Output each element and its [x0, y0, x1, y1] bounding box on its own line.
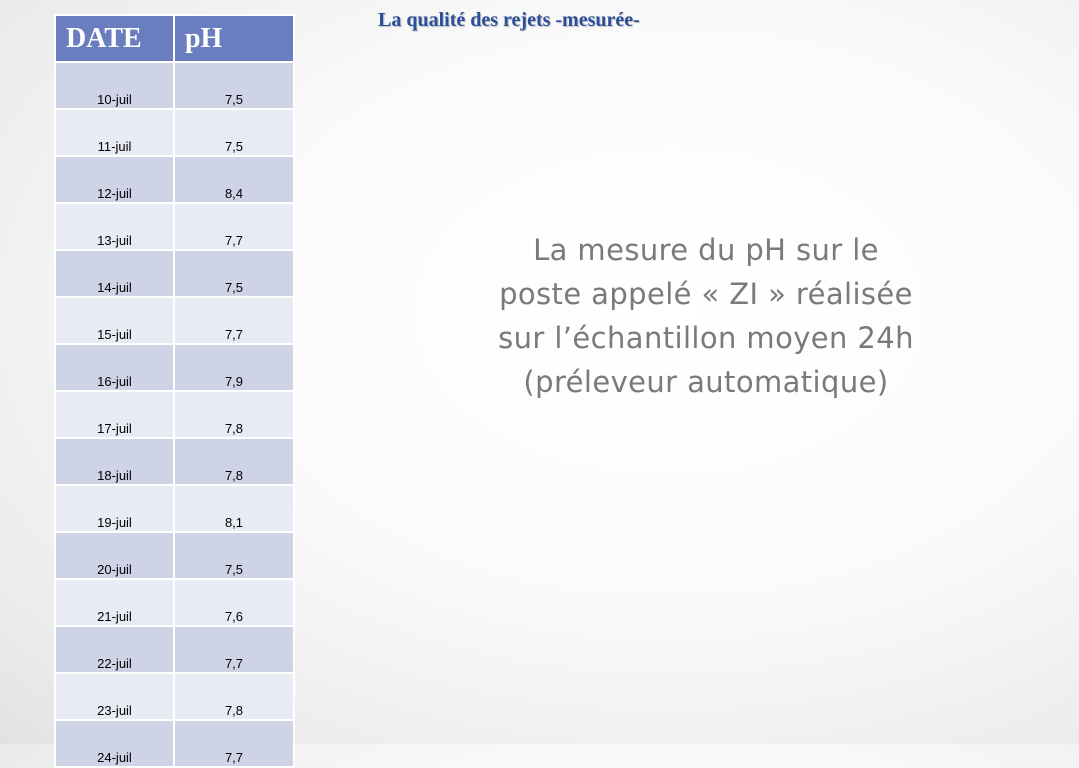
table-header-row: DATE pH [54, 14, 296, 63]
date-cell: 21-juil [54, 578, 175, 627]
ph-table: DATE pH 10-juil 7,5 11-juil 7,5 12-juil 8,4 13… [54, 14, 296, 768]
table-row: 12-juil 8,4 [54, 155, 296, 204]
date-cell: 11-juil [54, 108, 175, 157]
date-cell: 23-juil [54, 672, 175, 721]
ph-cell: 7,8 [172, 437, 296, 486]
date-cell: 18-juil [54, 437, 175, 486]
date-cell: 20-juil [54, 531, 175, 580]
date-cell: 17-juil [54, 390, 175, 439]
table-row: 21-juil 7,6 [54, 578, 296, 627]
date-cell: 13-juil [54, 202, 175, 251]
ph-cell: 7,5 [172, 108, 296, 157]
ph-cell: 7,5 [172, 61, 296, 110]
date-cell: 15-juil [54, 296, 175, 345]
table-row: 16-juil 7,9 [54, 343, 296, 392]
table-body: 10-juil 7,5 11-juil 7,5 12-juil 8,4 13-juil 7,7… [54, 61, 296, 768]
ph-cell: 7,8 [172, 672, 296, 721]
date-cell: 12-juil [54, 155, 175, 204]
table-row: 17-juil 7,8 [54, 390, 296, 439]
ph-cell: 8,4 [172, 155, 296, 204]
table-row: 19-juil 8,1 [54, 484, 296, 533]
ph-cell: 7,5 [172, 249, 296, 298]
ph-cell: 7,8 [172, 390, 296, 439]
table-row: 18-juil 7,8 [54, 437, 296, 486]
slide-title: La qualité des rejets -mesurée- [378, 9, 640, 31]
ph-column-header: pH [172, 14, 296, 63]
table-row: 10-juil 7,5 [54, 61, 296, 110]
ph-cell: 8,1 [172, 484, 296, 533]
ph-cell: 7,9 [172, 343, 296, 392]
table-row: 20-juil 7,5 [54, 531, 296, 580]
date-cell: 14-juil [54, 249, 175, 298]
description-text: La mesure du pH sur le poste appelé « ZI… [498, 233, 914, 399]
ph-cell: 7,7 [172, 625, 296, 674]
date-cell: 19-juil [54, 484, 175, 533]
ph-cell: 7,5 [172, 531, 296, 580]
table-row: 13-juil 7,7 [54, 202, 296, 251]
date-column-header: DATE [54, 14, 175, 63]
date-cell: 16-juil [54, 343, 175, 392]
ph-cell: 7,7 [172, 202, 296, 251]
date-cell: 10-juil [54, 61, 175, 110]
ph-cell: 7,6 [172, 578, 296, 627]
table-row: 23-juil 7,8 [54, 672, 296, 721]
ph-cell: 7,7 [172, 296, 296, 345]
table-row: 11-juil 7,5 [54, 108, 296, 157]
table-row: 14-juil 7,5 [54, 249, 296, 298]
date-cell: 22-juil [54, 625, 175, 674]
table-row: 22-juil 7,7 [54, 625, 296, 674]
table-row: 15-juil 7,7 [54, 296, 296, 345]
